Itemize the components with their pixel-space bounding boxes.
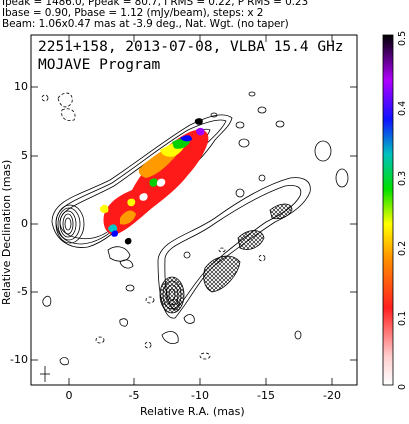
- x-tick-label: -15: [257, 389, 275, 402]
- colorbar-tick-label: 0: [397, 383, 408, 390]
- y-tick-label: -5: [17, 285, 28, 298]
- colorbar-tick-label: 0.5: [397, 30, 408, 46]
- x-tick-label: -10: [191, 389, 209, 402]
- axis-ticks: [31, 35, 357, 385]
- colorbar-tick-label: 0.4: [397, 100, 408, 116]
- plot-frame: [30, 34, 358, 386]
- x-tick-label: -5: [128, 389, 140, 402]
- colorbar-tick-label: 0.2: [397, 240, 408, 256]
- y-axis-label: Relative Declination (mas): [0, 159, 13, 305]
- y-tick-label: 10: [14, 80, 28, 93]
- polarization-color-map: [100, 118, 209, 245]
- stats-line-intensity: Ipeak = 1486.0, Ppeak = 80.7, I RMS = 0.…: [2, 0, 309, 8]
- y-tick-label: 0: [21, 217, 28, 230]
- plot-title-source: 2251+158, 2013-07-08, VLBA 15.4 GHz: [38, 39, 344, 55]
- y-tick-label: -10: [10, 353, 28, 366]
- x-tick-label: -20: [323, 389, 341, 402]
- negative-contours: [41, 92, 266, 360]
- polarization-contours: [157, 177, 311, 324]
- beam-info: Beam: 1.06x0.47 mas at -3.9 deg., Nat. W…: [2, 18, 289, 30]
- colorbar-tick-label: 0.3: [397, 170, 408, 186]
- colorbar-tick-label: 0.1: [397, 310, 408, 326]
- y-tick-label: 5: [21, 149, 28, 162]
- plot-title-program: MOJAVE Program: [38, 57, 161, 73]
- x-axis-label: Relative R.A. (mas): [140, 405, 245, 418]
- x-tick-label: 0: [65, 389, 73, 402]
- beam-marker: [40, 366, 50, 382]
- colorbar: [382, 34, 394, 386]
- stats-line-base: Ibase = 0.90, Pbase = 1.12 (mJy/beam), s…: [2, 7, 264, 19]
